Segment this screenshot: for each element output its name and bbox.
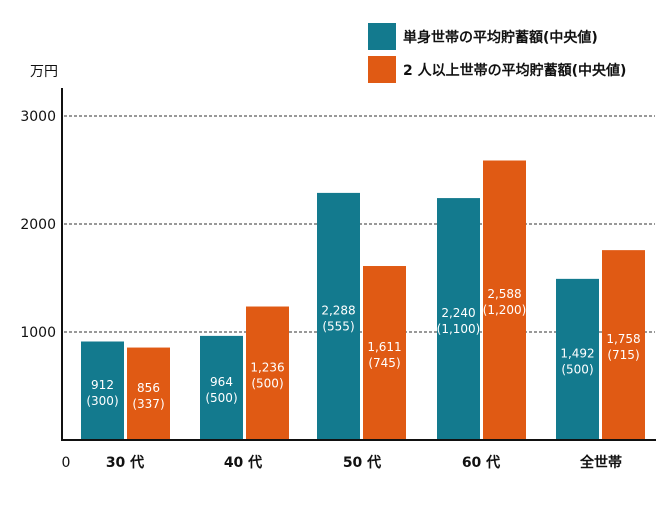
data-label: 2,588 bbox=[487, 287, 521, 301]
median-label: (1,100) bbox=[437, 322, 481, 336]
legend-swatch bbox=[368, 23, 396, 50]
median-label: (300) bbox=[86, 394, 118, 408]
data-label: 1,611 bbox=[367, 340, 401, 354]
bar bbox=[556, 278, 599, 440]
x-tick-label: 全世帯 bbox=[579, 454, 622, 471]
bar bbox=[602, 250, 645, 440]
y-axis-unit: 万円 bbox=[30, 64, 58, 80]
legend-label: 単身世帯の平均貯蓄額(中央値) bbox=[403, 29, 598, 46]
data-label: 964 bbox=[210, 375, 233, 389]
data-label: 912 bbox=[91, 378, 114, 392]
bar bbox=[363, 266, 406, 440]
bar bbox=[483, 160, 526, 440]
y-tick-label: 2000 bbox=[20, 217, 56, 233]
y-tick-label: 0 bbox=[62, 455, 71, 471]
median-label: (715) bbox=[607, 348, 639, 362]
median-label: (1,200) bbox=[483, 303, 527, 317]
median-label: (745) bbox=[368, 356, 400, 370]
bar bbox=[246, 306, 289, 440]
x-tick-label: 60 代 bbox=[462, 454, 500, 471]
median-label: (500) bbox=[251, 376, 283, 390]
data-label: 2,240 bbox=[441, 306, 475, 320]
median-label: (500) bbox=[561, 362, 593, 376]
data-label: 1,236 bbox=[250, 360, 284, 374]
bar bbox=[127, 347, 170, 440]
median-label: (337) bbox=[132, 397, 164, 411]
legend-swatch bbox=[368, 56, 396, 83]
median-label: (500) bbox=[205, 391, 237, 405]
bar bbox=[200, 335, 243, 440]
data-label: 856 bbox=[137, 381, 160, 395]
bar bbox=[437, 198, 480, 440]
y-tick-label: 3000 bbox=[20, 109, 56, 125]
median-label: (555) bbox=[322, 319, 354, 333]
x-tick-label: 50 代 bbox=[343, 454, 381, 471]
data-label: 1,492 bbox=[560, 346, 594, 360]
data-label: 2,288 bbox=[321, 303, 355, 317]
bar bbox=[317, 192, 360, 440]
legend-label: 2 人以上世帯の平均貯蓄額(中央値) bbox=[403, 62, 626, 79]
x-tick-label: 30 代 bbox=[106, 454, 144, 471]
y-tick-label: 1000 bbox=[20, 325, 56, 341]
bar bbox=[81, 341, 124, 440]
x-tick-label: 40 代 bbox=[224, 454, 262, 471]
data-label: 1,758 bbox=[606, 332, 640, 346]
